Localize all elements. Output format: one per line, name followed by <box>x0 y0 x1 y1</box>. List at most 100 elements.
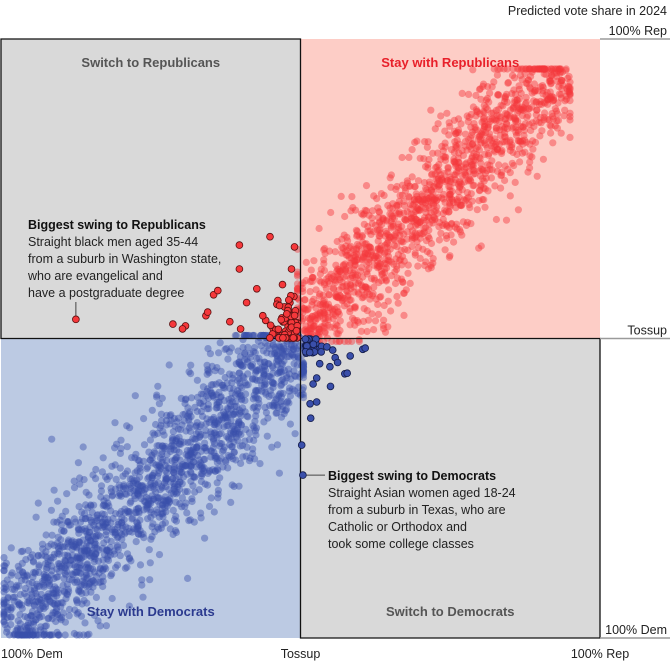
dem-point <box>111 531 119 539</box>
dem-outlier-point <box>346 352 355 360</box>
rep-point <box>422 258 430 266</box>
rep-point <box>387 258 395 266</box>
rep-point <box>393 292 401 301</box>
dem-point <box>256 460 264 468</box>
rep-point <box>320 266 329 275</box>
dem-point <box>277 368 286 376</box>
rep-point <box>394 299 402 307</box>
dem-point <box>192 430 200 438</box>
dem-point <box>162 500 170 508</box>
rep-point <box>522 93 530 102</box>
dem-point <box>91 541 99 549</box>
rep-point <box>322 302 330 310</box>
dem-point <box>147 535 155 543</box>
dem-point <box>83 538 91 547</box>
dem-point <box>204 481 212 489</box>
rep-point <box>498 168 506 176</box>
rep-point <box>501 138 509 146</box>
dem-outlier-point <box>301 335 310 343</box>
dem-point <box>117 492 125 500</box>
dem-point <box>187 462 195 470</box>
dem-point <box>243 355 251 363</box>
dem-point <box>90 611 99 620</box>
rep-point <box>303 327 311 335</box>
rep-point <box>338 283 346 291</box>
rep-outlier-point <box>226 317 234 326</box>
rep-point <box>514 206 523 214</box>
dem-point <box>237 361 245 369</box>
rep-point <box>487 109 495 117</box>
dem-point <box>133 489 142 497</box>
dem-point <box>299 366 308 374</box>
dem-point <box>261 358 269 366</box>
rep-point <box>426 249 434 257</box>
rep-point <box>430 200 438 208</box>
rep-point <box>397 227 405 235</box>
dem-point <box>227 498 235 506</box>
rep-point <box>465 90 473 98</box>
rep-point <box>533 106 541 114</box>
rep-point <box>353 256 361 264</box>
dem-point <box>87 578 96 586</box>
rep-point <box>434 174 442 182</box>
rep-point <box>387 222 395 230</box>
dem-point <box>103 546 111 554</box>
rep-point <box>561 97 569 105</box>
dem-point <box>153 391 161 399</box>
dem-point <box>193 376 201 384</box>
dem-point <box>119 522 127 530</box>
dem-point <box>60 587 69 595</box>
dem-point <box>104 515 112 524</box>
dem-point <box>209 392 217 400</box>
dem-point <box>148 472 156 480</box>
dem-point <box>116 449 124 457</box>
rep-point <box>501 133 509 141</box>
dem-point <box>170 483 179 491</box>
dem-point <box>134 505 142 513</box>
dem-point <box>274 403 282 411</box>
dem-point <box>207 447 215 455</box>
rep-point <box>529 137 537 145</box>
rep-point <box>386 233 394 241</box>
rep-point <box>310 257 318 265</box>
dem-point <box>195 456 203 464</box>
rep-point <box>383 243 391 251</box>
rep-point <box>431 125 439 133</box>
rep-point <box>351 304 359 312</box>
dem-point <box>244 358 252 366</box>
dem-point <box>236 442 244 450</box>
dem-point <box>159 455 167 463</box>
dem-point <box>215 423 223 431</box>
dem-point <box>75 553 83 562</box>
dem-point <box>132 538 140 546</box>
dem-point <box>139 483 147 491</box>
dem-point <box>51 601 59 609</box>
dem-point <box>29 597 37 605</box>
dem-point <box>299 394 308 402</box>
dem-point <box>95 578 103 587</box>
dem-point <box>21 572 29 580</box>
dem-point <box>35 582 43 591</box>
dem-point <box>127 482 135 490</box>
rep-point <box>350 283 358 291</box>
rep-point <box>508 159 516 167</box>
dem-point <box>210 435 218 443</box>
rep-outlier-point <box>290 243 299 251</box>
rep-point <box>455 164 463 172</box>
rep-point <box>450 171 458 179</box>
dem-point <box>221 384 229 392</box>
dem-point <box>50 486 58 494</box>
dem-point <box>262 390 270 398</box>
rep-point <box>450 158 459 166</box>
dem-point <box>76 474 84 482</box>
rep-point <box>428 199 436 207</box>
rep-point <box>452 162 460 170</box>
dem-point <box>106 543 114 552</box>
rep-point <box>529 145 537 153</box>
dem-point <box>133 476 141 484</box>
rep-point <box>533 172 541 180</box>
dem-point <box>299 368 308 376</box>
dem-point <box>34 552 42 560</box>
dem-point <box>20 571 28 579</box>
dem-point <box>215 388 223 396</box>
